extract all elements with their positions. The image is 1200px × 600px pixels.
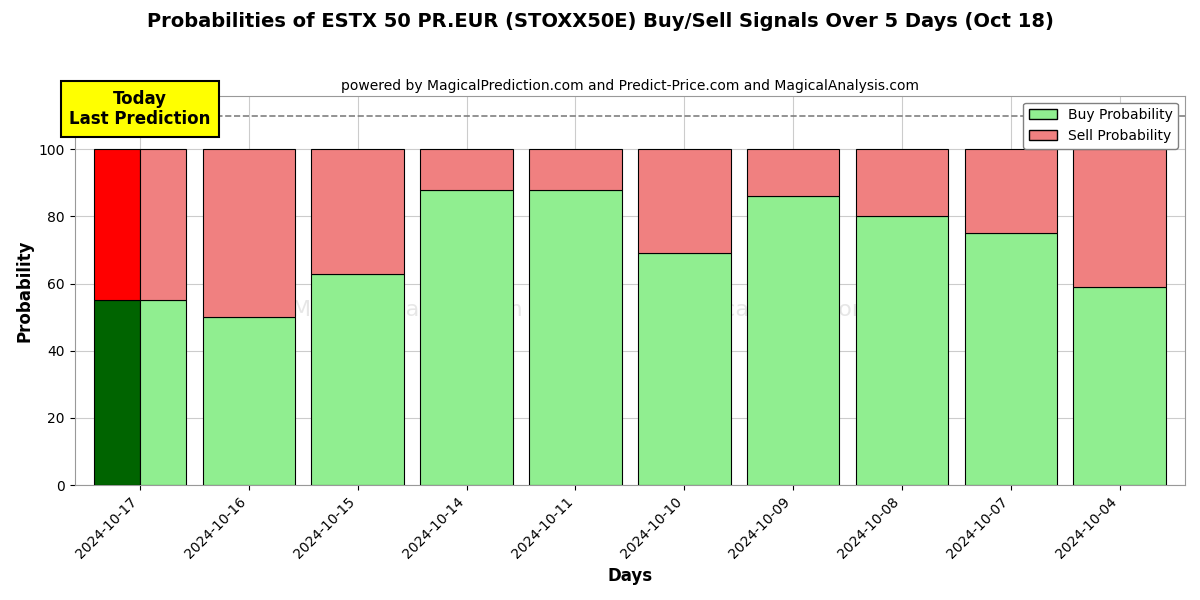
- Bar: [1074, 149, 1166, 287]
- Text: Today
Last Prediction: Today Last Prediction: [70, 89, 211, 128]
- Bar: [312, 274, 404, 485]
- Text: Probabilities of ESTX 50 PR.EUR (STOXX50E) Buy/Sell Signals Over 5 Days (Oct 18): Probabilities of ESTX 50 PR.EUR (STOXX50…: [146, 12, 1054, 31]
- Bar: [94, 301, 140, 485]
- Bar: [856, 149, 948, 217]
- Bar: [638, 149, 731, 253]
- Bar: [203, 149, 295, 317]
- X-axis label: Days: Days: [607, 567, 653, 585]
- Bar: [140, 301, 186, 485]
- Bar: [420, 149, 512, 190]
- Bar: [94, 149, 140, 301]
- Bar: [420, 190, 512, 485]
- Bar: [529, 190, 622, 485]
- Bar: [746, 149, 839, 196]
- Bar: [203, 317, 295, 485]
- Text: MagicalAnalysis.com: MagicalAnalysis.com: [292, 300, 523, 320]
- Bar: [746, 196, 839, 485]
- Bar: [529, 149, 622, 190]
- Bar: [965, 233, 1057, 485]
- Text: MagicalPrediction.com: MagicalPrediction.com: [671, 300, 922, 320]
- Bar: [312, 149, 404, 274]
- Bar: [638, 253, 731, 485]
- Y-axis label: Probability: Probability: [16, 239, 34, 341]
- Bar: [965, 149, 1057, 233]
- Bar: [140, 149, 186, 301]
- Bar: [1074, 287, 1166, 485]
- Legend: Buy Probability, Sell Probability: Buy Probability, Sell Probability: [1024, 103, 1178, 149]
- Title: powered by MagicalPrediction.com and Predict-Price.com and MagicalAnalysis.com: powered by MagicalPrediction.com and Pre…: [341, 79, 919, 93]
- Bar: [856, 217, 948, 485]
